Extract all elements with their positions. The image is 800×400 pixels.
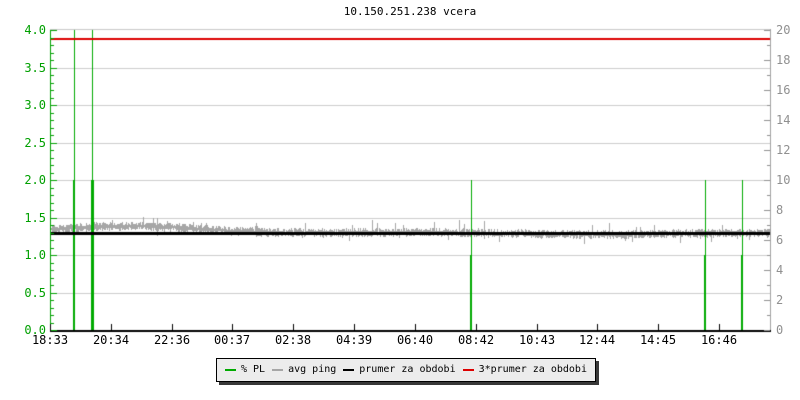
y-axis-left-tick-label: 1.5 [24, 211, 46, 225]
y-axis-right-tick-label: 14 [776, 113, 791, 127]
y-axis-left-tick-label: 0.0 [24, 323, 46, 337]
legend-dash-icon [272, 369, 284, 371]
y-axis-right-tick-label: 18 [776, 53, 791, 67]
y-axis-left-tick-label: 0.5 [24, 286, 46, 300]
x-axis-tick-label: 18:33 [31, 333, 69, 347]
y-axis-right-tick-label: 10 [776, 173, 791, 187]
legend-item-label: % PL [241, 364, 266, 375]
x-axis-tick-label: 04:39 [335, 333, 373, 347]
y-axis-right-tick-label: 8 [776, 203, 784, 217]
x-axis-tick-label: 02:38 [274, 333, 312, 347]
x-axis-tick-label: 06:40 [396, 333, 434, 347]
x-axis-tick-label: 00:37 [213, 333, 251, 347]
x-axis-tick-label: 10:43 [518, 333, 556, 347]
legend: % PL avg ping prumer za obdobi 3*prumer za … [216, 358, 596, 382]
legend-item-label: avg ping [288, 364, 337, 375]
legend-item: % PL [225, 364, 265, 376]
legend-item-label: prumer za obdobi [359, 364, 456, 375]
legend-dash-icon [343, 369, 355, 371]
legend-item: 3*prumer za obdobi [462, 364, 587, 376]
legend-item: prumer za obdobi [343, 364, 456, 376]
x-axis-tick-label: 20:34 [92, 333, 130, 347]
x-axis-tick-label: 16:46 [700, 333, 738, 347]
y-axis-right-tick-label: 12 [776, 143, 791, 157]
y-axis-left-tick-label: 4.0 [24, 23, 46, 37]
x-axis-tick-label: 08:42 [457, 333, 495, 347]
legend-dash-icon [225, 369, 236, 371]
y-axis-right-tick-label: 2 [776, 293, 784, 307]
y-axis-right-tick-label: 6 [776, 233, 784, 247]
legend-item: avg ping [272, 364, 336, 376]
y-axis-right-tick-label: 0 [776, 323, 784, 337]
y-axis-left-tick-label: 2.5 [24, 136, 46, 150]
y-axis-left-tick-label: 1.0 [24, 248, 46, 262]
legend-dash-icon [462, 369, 474, 371]
legend-item-label: 3*prumer za obdobi [478, 364, 587, 375]
y-axis-left-tick-label: 3.0 [24, 98, 46, 112]
x-axis-tick-label: 12:44 [578, 333, 616, 347]
y-axis-left-tick-label: 2.0 [24, 173, 46, 187]
y-axis-left-tick-label: 3.5 [24, 61, 46, 75]
x-axis-tick-label: 14:45 [639, 333, 677, 347]
y-axis-right-tick-label: 4 [776, 263, 784, 277]
y-axis-right-tick-label: 16 [776, 83, 791, 97]
y-axis-right-tick-label: 20 [776, 23, 791, 37]
x-axis-tick-label: 22:36 [153, 333, 191, 347]
